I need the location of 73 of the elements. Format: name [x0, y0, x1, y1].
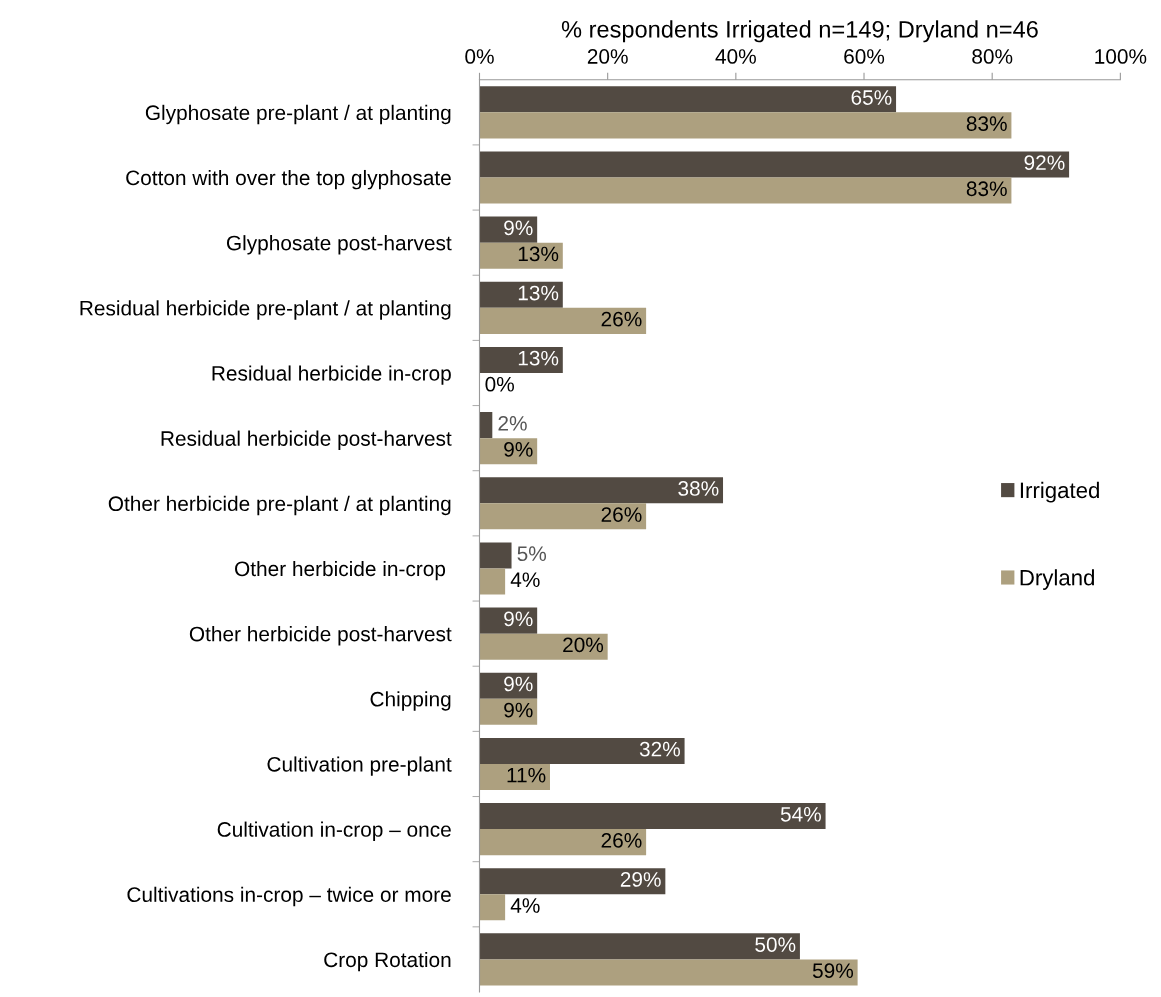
bar [479, 281, 563, 308]
y-tick-label: Other herbicide in-crop [235, 560, 446, 581]
data-label: 32% [639, 741, 680, 757]
x-tick-label: 80% [972, 49, 1013, 64]
data-label: 26% [601, 311, 642, 327]
bar [479, 568, 506, 595]
y-tick-label: Residual herbicide in-crop [212, 365, 451, 385]
bar [479, 959, 858, 986]
legend-label: Dryland [1020, 569, 1094, 590]
data-label: 59% [812, 963, 854, 979]
y-tick-label: Crop Rotation [324, 951, 451, 972]
x-tick-label: 100% [1095, 49, 1147, 64]
data-label: 65% [851, 90, 892, 105]
x-tick-label: 0% [465, 49, 494, 64]
x-axis-title: % respondents Irrigated n=149; Dryland n=46 [561, 20, 1038, 43]
y-tick-label: Other herbicide pre-plant / at planting [108, 495, 451, 516]
data-label: 83% [966, 116, 1007, 131]
data-label: 4% [510, 572, 540, 588]
bar [479, 112, 1012, 139]
y-tick-label: Residual herbicide post-harvest [161, 430, 452, 451]
bar [479, 542, 512, 569]
bar [479, 412, 493, 439]
data-label: 9% [504, 220, 533, 236]
bar [479, 737, 685, 764]
y-tick-label: Cotton with over the top glyphosate [126, 169, 451, 190]
data-label: 26% [601, 832, 642, 848]
bar [479, 151, 1070, 178]
data-label: 54% [780, 807, 821, 822]
bar [479, 894, 506, 921]
bar [479, 933, 800, 960]
bar [479, 346, 563, 373]
data-label: 20% [563, 637, 604, 653]
data-label: 9% [504, 611, 533, 627]
x-tick-label: 60% [844, 49, 885, 64]
data-label: 26% [601, 507, 642, 522]
data-label: 38% [678, 481, 719, 496]
data-label: 5% [517, 546, 547, 562]
data-label: 0% [485, 376, 514, 392]
y-tick-label: Chipping [370, 691, 451, 711]
data-label: 9% [504, 442, 533, 457]
data-label: 13% [518, 246, 559, 262]
data-label: 13% [518, 285, 559, 301]
data-label: 13% [518, 350, 559, 366]
y-tick-label: Glyphosate pre-plant / at planting [145, 104, 451, 125]
data-label: 83% [966, 181, 1007, 197]
bar [479, 633, 608, 660]
data-label: 4% [510, 898, 540, 913]
bar [479, 242, 563, 269]
bar [479, 307, 647, 334]
data-label: 11% [507, 767, 546, 783]
data-label: 29% [620, 872, 661, 887]
data-label: 50% [755, 937, 796, 952]
bar [479, 868, 666, 895]
y-tick-label: Cultivation pre-plant [267, 756, 452, 776]
data-label: 9% [504, 702, 533, 718]
legend-label: Irrigated [1020, 481, 1099, 503]
y-tick-label: Residual herbicide pre-plant / at planting [80, 300, 451, 320]
y-tick-label: Cultivation in-crop – once [217, 821, 451, 841]
bar [479, 829, 647, 856]
x-tick-label: 20% [587, 49, 628, 64]
x-tick-label: 40% [715, 49, 756, 64]
bar [479, 803, 826, 830]
bar [479, 86, 897, 113]
data-label: 9% [504, 676, 533, 692]
y-tick-label: Glyphosate post-harvest [226, 235, 452, 255]
data-label: 92% [1024, 155, 1065, 171]
bar [479, 763, 550, 791]
data-label: 2% [498, 415, 527, 431]
bar [479, 177, 1012, 204]
bar [479, 477, 724, 504]
y-tick-label: Cultivations in-crop – twice or more [127, 886, 451, 907]
y-tick-label: Other herbicide post-harvest [189, 626, 452, 646]
bar [479, 503, 647, 530]
